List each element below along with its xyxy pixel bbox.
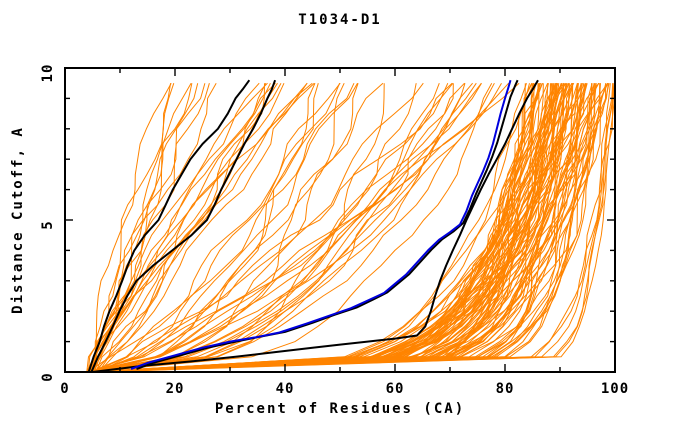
- model-curve-orange: [88, 82, 454, 372]
- curve-reference-left-2: [90, 79, 277, 372]
- y-tick-label: 10: [40, 64, 56, 83]
- model-curve-orange: [93, 83, 595, 372]
- model-curve-orange: [86, 83, 579, 372]
- model-curve-orange: [95, 83, 552, 372]
- model-curve-orange: [92, 83, 582, 372]
- model-curve-orange: [86, 83, 578, 372]
- model-curve-orange: [93, 83, 540, 372]
- model-curve-orange: [93, 83, 385, 372]
- model-curve-orange: [90, 83, 587, 372]
- model-curve-orange: [88, 82, 271, 372]
- model-curve-orange: [86, 83, 614, 372]
- model-curve-orange: [90, 82, 502, 372]
- model-curve-orange: [94, 83, 555, 372]
- model-curve-orange: [87, 82, 285, 372]
- model-curve-orange: [90, 83, 579, 372]
- model-curve-orange: [88, 82, 473, 372]
- model-curve-orange: [90, 82, 172, 372]
- x-tick-label: 20: [166, 381, 185, 397]
- model-curve-orange: [92, 83, 574, 372]
- model-curve-orange: [97, 83, 595, 372]
- model-curve-orange: [93, 83, 615, 372]
- model-curve-orange: [87, 83, 540, 372]
- model-curve-orange: [98, 82, 308, 372]
- model-curve-orange: [94, 83, 557, 372]
- model-curve-orange: [94, 83, 172, 372]
- model-curve-orange: [88, 83, 560, 372]
- model-curve-orange: [90, 82, 520, 372]
- model-curve-orange: [89, 83, 359, 372]
- model-curve-orange: [93, 83, 440, 372]
- x-tick-label: 100: [601, 381, 629, 397]
- model-curve-orange: [87, 83, 592, 372]
- model-curve-orange: [98, 82, 282, 372]
- model-curve-orange: [98, 83, 615, 372]
- model-curve-orange: [91, 82, 609, 372]
- model-curve-orange: [86, 83, 543, 372]
- model-curve-orange: [90, 83, 614, 372]
- x-tick-label: 80: [496, 381, 515, 397]
- model-curve-orange: [92, 82, 217, 372]
- curve-best-model-blue: [130, 79, 512, 370]
- curve-reference-right: [92, 79, 539, 372]
- model-curve-orange: [89, 82, 358, 372]
- model-curve-orange: [98, 83, 609, 372]
- model-curve-orange: [93, 82, 465, 372]
- model-curve-orange: [87, 82, 192, 372]
- model-curve-orange: [92, 82, 477, 372]
- x-tick-label: 60: [386, 381, 405, 397]
- model-curve-orange: [96, 82, 493, 372]
- model-curve-orange: [95, 82, 573, 372]
- x-tick-label: 0: [60, 381, 69, 397]
- model-curve-orange: [93, 83, 265, 372]
- model-curve-orange: [86, 83, 454, 372]
- model-curve-orange: [88, 83, 417, 372]
- model-curve-orange: [89, 82, 495, 372]
- y-tick-label: 5: [40, 220, 56, 229]
- model-curve-orange: [97, 82, 316, 372]
- model-curve-orange: [98, 83, 341, 372]
- model-curve-orange: [87, 82, 341, 372]
- model-curve-orange: [93, 83, 466, 372]
- model-curve-orange: [90, 83, 526, 372]
- model-curve-orange: [93, 83, 601, 372]
- model-curve-orange: [95, 82, 313, 372]
- model-curve-orange: [98, 83, 609, 372]
- model-curve-orange: [89, 83, 614, 372]
- x-tick-label: 40: [276, 381, 295, 397]
- model-curve-orange: [91, 83, 568, 372]
- model-curve-orange: [92, 83, 549, 372]
- model-curve-orange: [98, 82, 600, 372]
- y-tick-label: 0: [40, 372, 56, 381]
- model-curve-orange: [95, 82, 384, 372]
- curves-layer: [85, 79, 615, 372]
- model-curve-orange: [90, 82, 565, 372]
- model-curve-orange: [93, 83, 588, 372]
- model-curve-orange: [94, 83, 193, 372]
- curve-reference-left-1: [87, 79, 251, 372]
- chart-title: T1034-D1: [298, 12, 382, 28]
- x-axis-label: Percent of Residues (CA): [214, 401, 466, 417]
- model-curve-orange: [87, 82, 533, 372]
- model-curve-orange: [93, 83, 587, 372]
- model-curve-orange: [94, 83, 530, 372]
